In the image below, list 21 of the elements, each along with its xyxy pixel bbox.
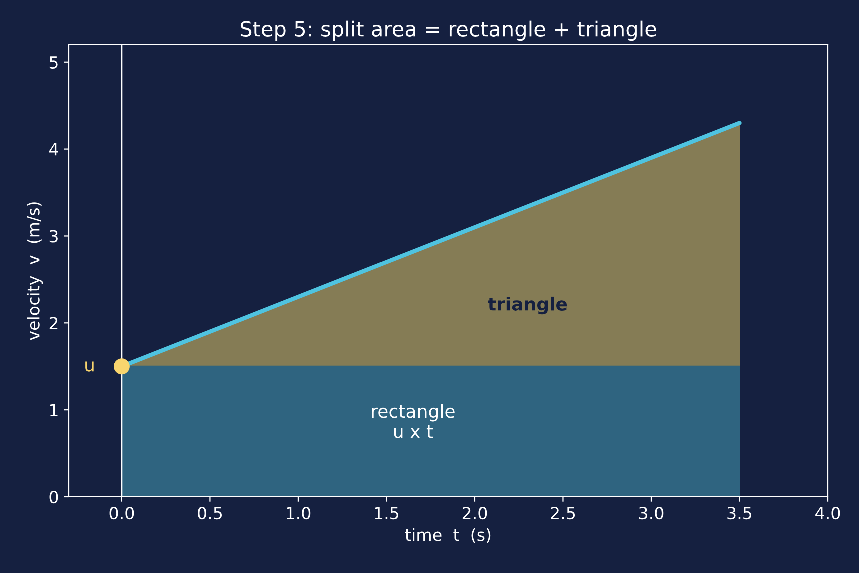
annotation: u xyxy=(86,361,94,372)
x-tick-label: 0.5 xyxy=(198,507,222,520)
x-tick-label: 4.0 xyxy=(816,507,840,520)
x-tick-label: 2.0 xyxy=(462,507,488,520)
y-tick-label: 1 xyxy=(50,404,58,416)
x-tick-label: 1.0 xyxy=(287,507,311,520)
x-tick-label: 2.5 xyxy=(551,507,576,520)
y-tick-label: 5 xyxy=(50,56,58,69)
y-tick-label: 2 xyxy=(50,317,58,330)
annotation: rectangle u x t xyxy=(372,404,455,438)
y-tick-label: 4 xyxy=(49,143,58,156)
x-axis-title: time t (s) xyxy=(405,528,491,544)
x-tick-label: 3.0 xyxy=(640,507,664,520)
x-tick-label: 1.5 xyxy=(375,507,399,520)
x-tick-label: 3.5 xyxy=(728,507,752,520)
x-tick-label: 0.0 xyxy=(110,507,134,520)
y-tick-label: 3 xyxy=(50,230,58,243)
annotation: triangle xyxy=(488,296,568,315)
y-axis-title: velocity v (m/s) xyxy=(26,202,44,340)
y-tick-label: 0 xyxy=(50,490,58,504)
chart-title: Step 5: split area = rectangle + triangle xyxy=(240,20,656,41)
